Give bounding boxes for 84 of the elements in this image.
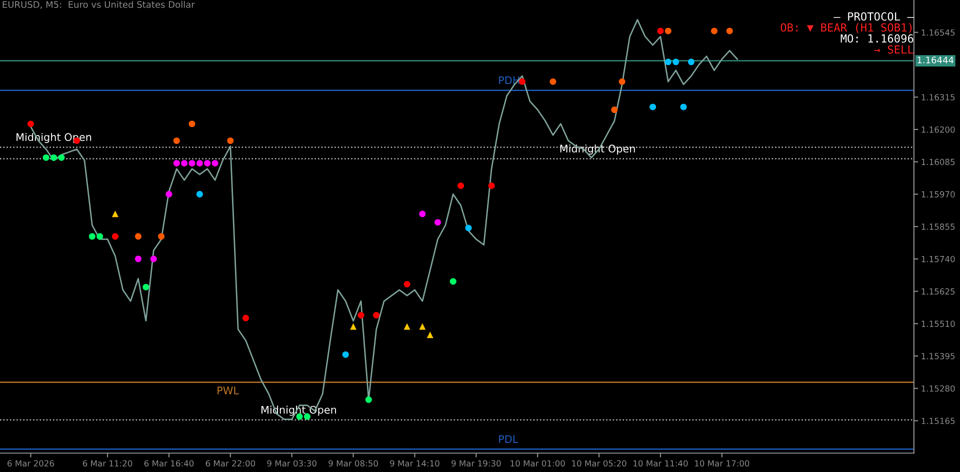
point <box>134 233 142 240</box>
ref-line-label: 1.16444 <box>918 56 954 64</box>
ref-line-label: PDL <box>499 435 518 443</box>
point <box>404 323 410 330</box>
point <box>664 58 672 66</box>
point <box>434 219 442 226</box>
point <box>112 210 118 218</box>
point <box>212 160 218 166</box>
y-tick-label: 1.16315 <box>922 94 955 100</box>
ref-line-label: PWL <box>218 386 239 394</box>
y-tick-label: 1.15740 <box>922 256 955 262</box>
text: MO: 1.16096 <box>840 34 914 43</box>
text: OB: ▼ BEAR (H1 SOB1) <box>780 23 912 33</box>
point <box>373 312 380 318</box>
x-tick-label: 10 Mar 11:40 <box>634 460 688 467</box>
point <box>365 396 372 403</box>
point <box>242 314 250 322</box>
point <box>166 190 172 198</box>
point <box>419 210 426 218</box>
point <box>426 332 434 338</box>
point <box>196 160 203 166</box>
point <box>350 323 357 330</box>
chart-title: EURUSD, M5: Euro vs United States Dollar <box>2 0 195 9</box>
x-tick-label: 6 Mar 16:40 <box>144 460 194 467</box>
point <box>650 104 656 110</box>
x-tick-label: 9 Mar 03:30 <box>267 460 316 467</box>
y-tick-label: 1.15970 <box>922 191 955 198</box>
y-tick-label: 1.16545 <box>922 29 955 36</box>
point <box>342 351 349 358</box>
point <box>196 190 203 198</box>
y-tick-label: 1.16085 <box>922 158 955 166</box>
x-tick-label: 9 Mar 19:30 <box>452 460 501 467</box>
point <box>611 106 618 114</box>
point <box>112 233 118 240</box>
x-tick-label: 10 Mar 17:00 <box>695 460 750 467</box>
point <box>134 256 142 262</box>
y-tick-label: 1.15855 <box>922 224 955 230</box>
point <box>227 137 234 144</box>
y-tick-label: 1.16200 <box>922 126 955 133</box>
point <box>488 182 495 190</box>
point <box>664 28 672 34</box>
point <box>181 160 188 166</box>
point <box>419 323 426 330</box>
point <box>173 137 180 144</box>
text: → SELL <box>874 45 914 54</box>
point <box>672 58 680 66</box>
point <box>465 224 472 232</box>
y-tick-label: 1.15280 <box>922 385 955 392</box>
y-tick-label: 1.15395 <box>922 353 955 360</box>
x-tick-label: 10 Mar 01:00 <box>510 460 565 467</box>
point <box>657 28 664 34</box>
x-tick-label: 10 Mar 05:20 <box>572 460 626 467</box>
point <box>204 160 211 166</box>
x-tick-label: 6 Mar 2026 <box>8 460 54 467</box>
point <box>358 312 364 318</box>
point <box>450 278 456 285</box>
point <box>404 281 410 288</box>
point <box>142 284 150 290</box>
y-tick-label: 1.15165 <box>922 418 955 424</box>
x-tick-label: 9 Mar 14:10 <box>390 460 440 467</box>
point <box>50 154 58 161</box>
x-tick-label: 6 Mar 22:00 <box>206 460 256 467</box>
y-tick-label: 1.15625 <box>922 288 955 295</box>
point <box>27 120 34 128</box>
point <box>458 182 464 190</box>
x-tick-label: 9 Mar 08:50 <box>328 460 378 467</box>
point <box>88 233 96 240</box>
x-tick-label: 6 Mar 11:20 <box>82 460 132 467</box>
point <box>188 160 196 166</box>
point <box>158 233 165 240</box>
point <box>710 28 718 34</box>
point <box>58 154 65 161</box>
point <box>680 104 687 110</box>
point <box>550 78 556 85</box>
point <box>96 233 104 240</box>
point <box>173 160 180 166</box>
point <box>618 78 626 85</box>
point <box>150 256 157 262</box>
text: — PROTOCOL — <box>834 12 914 21</box>
point <box>726 28 733 34</box>
point <box>188 120 196 128</box>
point <box>688 58 694 66</box>
point <box>42 154 50 161</box>
y-tick-label: 1.15510 <box>922 320 955 327</box>
